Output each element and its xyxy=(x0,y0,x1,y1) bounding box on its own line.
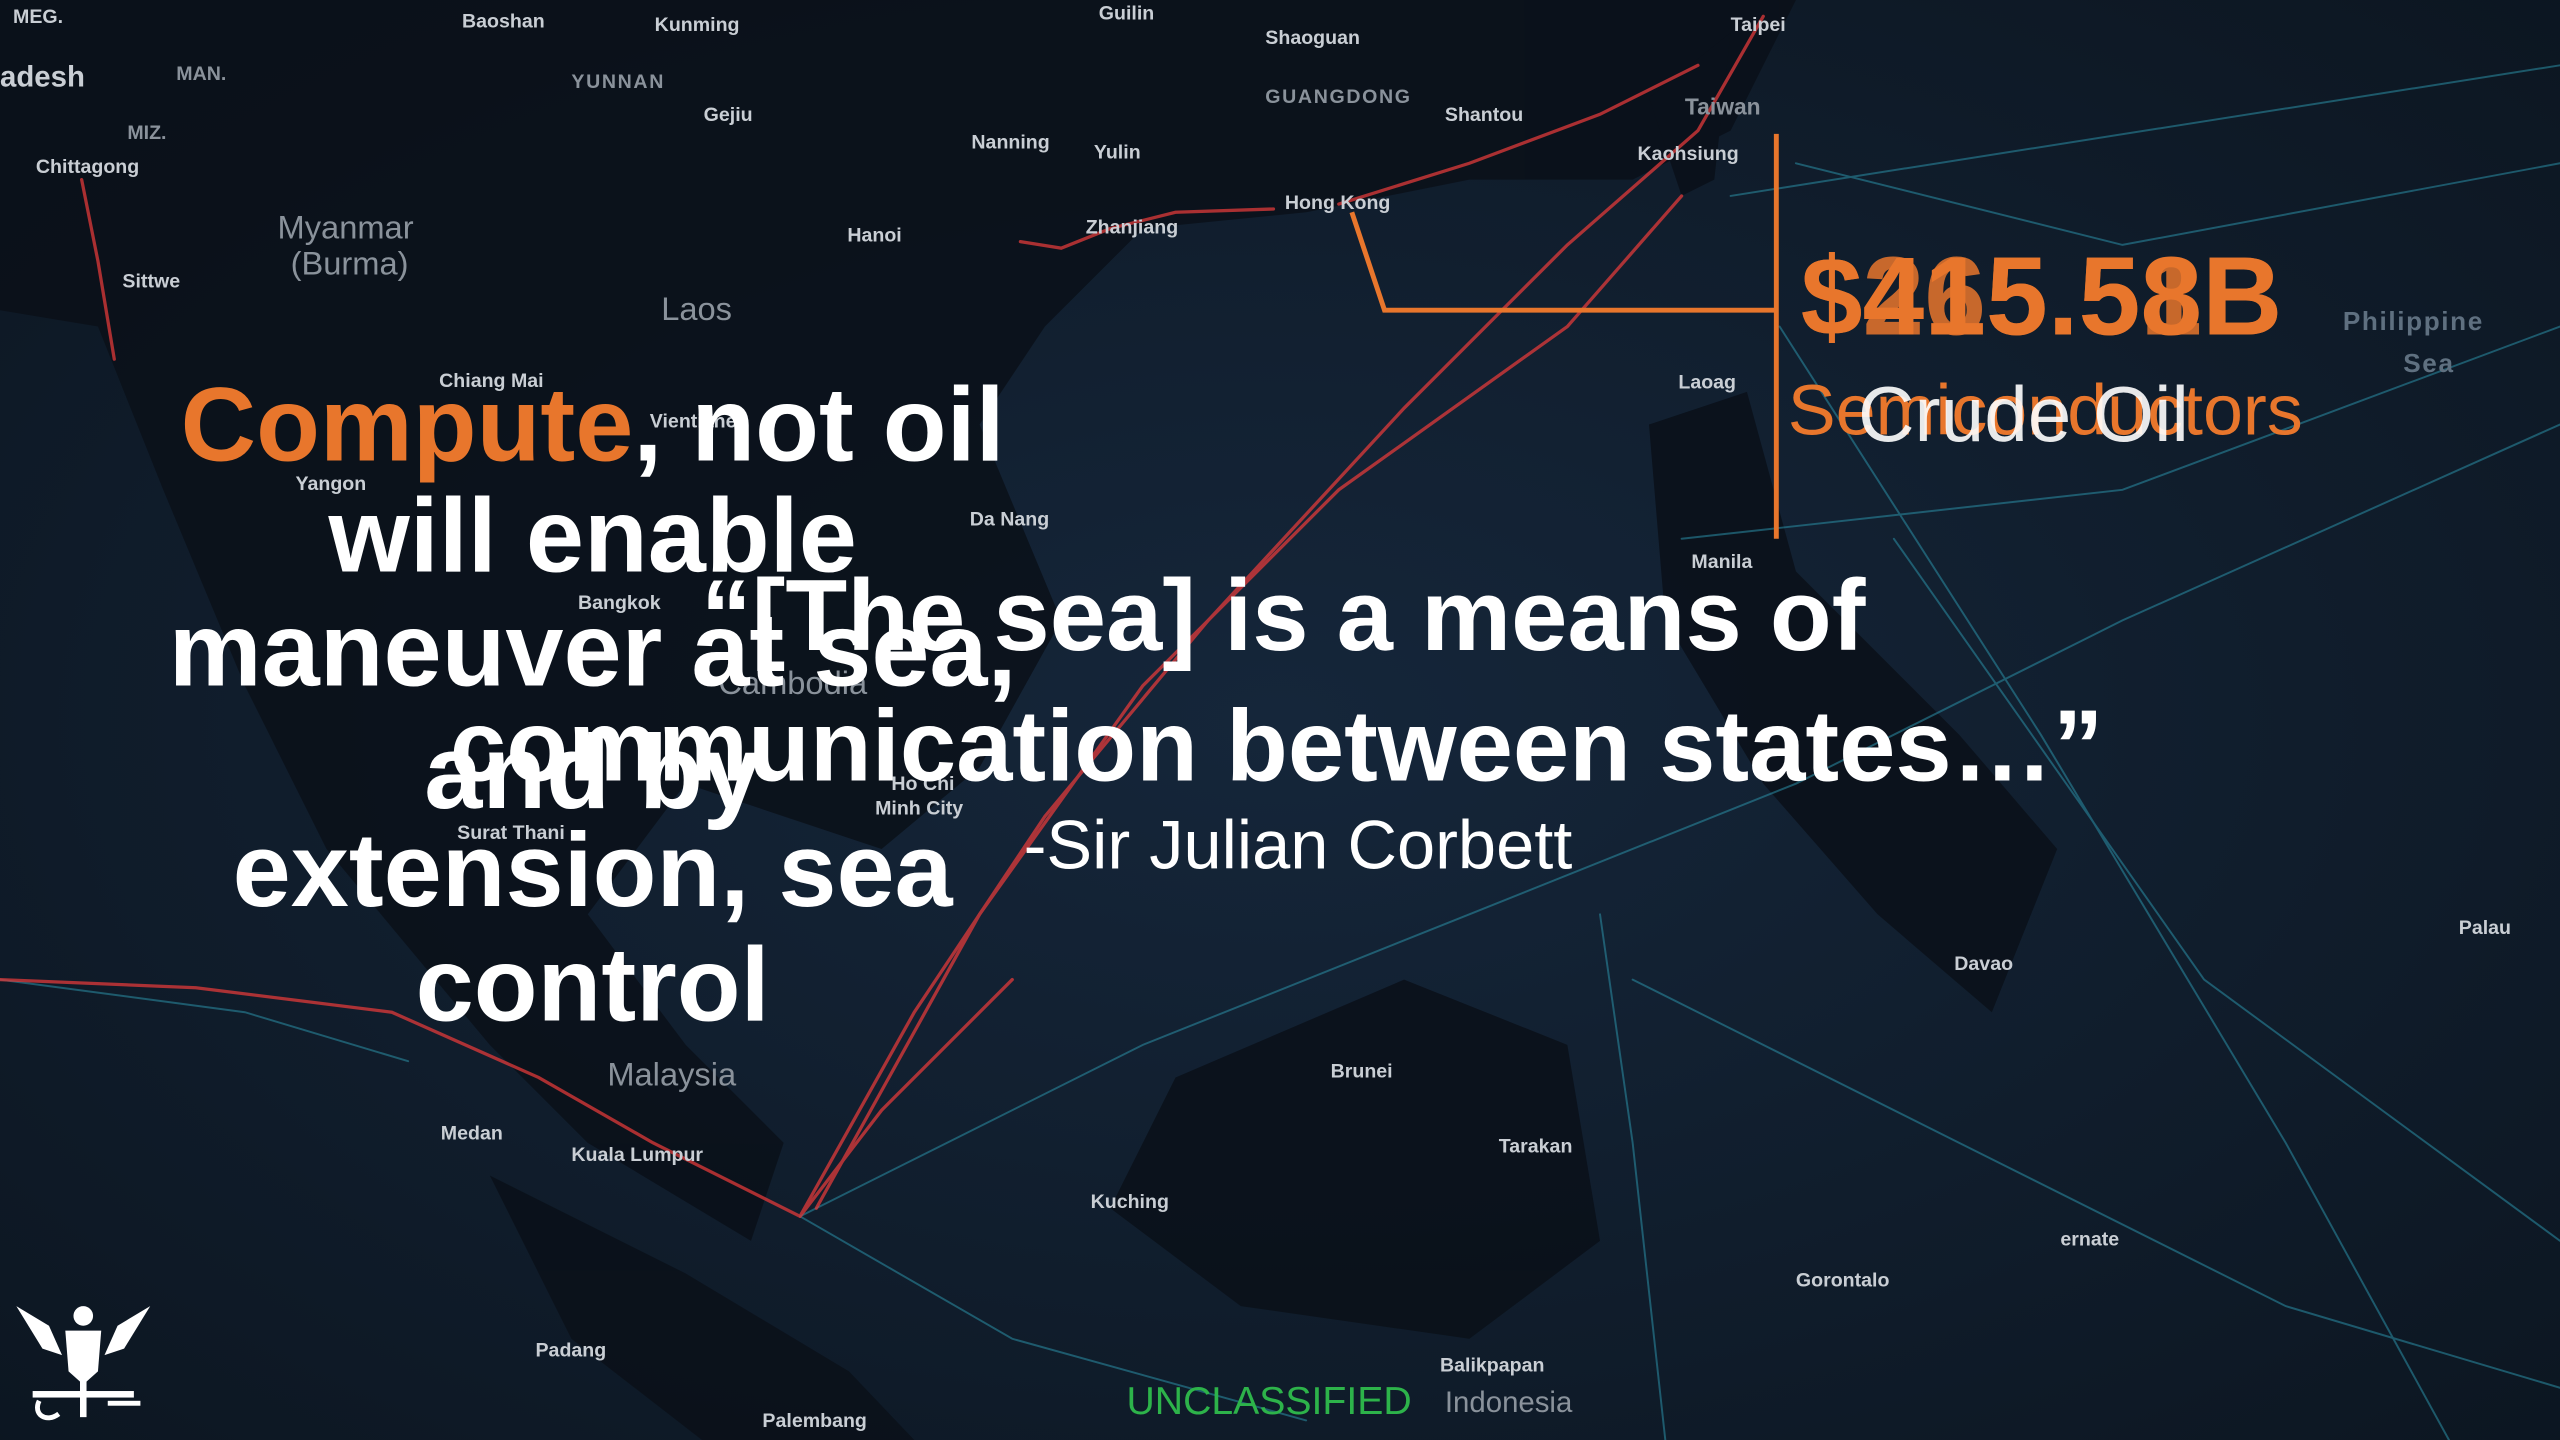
thesis-highlight: Compute xyxy=(181,366,634,483)
map-label: Kunming xyxy=(655,14,740,36)
map-label: Padang xyxy=(536,1340,607,1362)
map-label: (Burma) xyxy=(291,244,409,281)
map-label: Hanoi xyxy=(847,225,901,247)
map-label: Cambodia xyxy=(718,664,868,701)
map-label: Malaysia xyxy=(607,1056,737,1093)
map-label: Kuala Lumpur xyxy=(571,1144,703,1166)
quote-line: “[The sea] is a means of xyxy=(701,559,1866,672)
map-label: Sea xyxy=(2403,348,2454,378)
stat-value: $265.51B xyxy=(1801,234,2282,359)
map-label: Da Nang xyxy=(970,509,1049,531)
map-label: Vientiane xyxy=(650,411,737,433)
thesis-text: , not oil xyxy=(633,366,1004,483)
map-label: Ho Chi xyxy=(891,773,954,795)
thesis-line: and by xyxy=(424,714,761,831)
thesis-line: control xyxy=(416,926,770,1043)
map-label: Davao xyxy=(1954,953,2013,975)
thesis-line: maneuver at sea, xyxy=(169,592,1017,709)
map-label: Chiang Mai xyxy=(439,370,543,392)
map-label: Myanmar xyxy=(278,208,414,245)
map-label: MAN. xyxy=(176,63,226,85)
map-label: Sittwe xyxy=(122,270,180,292)
map-label: Yangon xyxy=(296,473,367,495)
map-label: Shaoguan xyxy=(1265,27,1360,49)
map-label: Brunei xyxy=(1331,1061,1393,1083)
map-label: Nanning xyxy=(971,132,1049,154)
map-label: Baoshan xyxy=(462,11,545,33)
land xyxy=(0,0,2057,1440)
stats: $265.51B $415.58B Semiconductors Crude O… xyxy=(1788,234,2303,458)
callout-connector xyxy=(1349,211,1777,313)
map-label: Laoag xyxy=(1678,372,1736,394)
quote-attribution: -Sir Julian Corbett xyxy=(1024,807,1573,884)
thesis-line: will enable xyxy=(327,477,856,594)
shipping-lanes xyxy=(0,14,2560,1440)
map-label: Surat Thani xyxy=(457,822,565,844)
thesis-line: Compute, not oil xyxy=(181,366,1005,483)
map-label: Tarakan xyxy=(1499,1136,1573,1158)
stat-label: Crude Oil xyxy=(1858,370,2189,458)
quote: “[The sea] is a means of communication b… xyxy=(450,559,2104,884)
quote-line: communication between states…” xyxy=(450,689,2104,802)
classification: UNCLASSIFIED xyxy=(1127,1380,1412,1423)
navy-emblem xyxy=(16,1306,151,1421)
map-label: ernate xyxy=(2060,1229,2119,1251)
map-label: Gorontalo xyxy=(1796,1270,1890,1292)
map-label: YUNNAN xyxy=(571,71,665,93)
map-label: Indonesia xyxy=(1445,1386,1573,1419)
stat-label: Semiconductors xyxy=(1788,370,2303,450)
map-label: Hong Kong xyxy=(1285,192,1390,214)
map-label: Guilin xyxy=(1099,3,1154,25)
thesis-line: extension, sea xyxy=(233,812,954,929)
map-label: Kaohsiung xyxy=(1638,143,1739,165)
map-label: Minh City xyxy=(875,798,963,820)
map-label: Chittagong xyxy=(36,156,139,178)
map-label: Gejiu xyxy=(704,104,753,126)
map-label: Medan xyxy=(441,1123,503,1145)
map-label: Balikpapan xyxy=(1440,1354,1544,1376)
map-label: Kuching xyxy=(1091,1191,1169,1213)
map-labels: MEG. Baoshan Kunming Guilin Shaoguan Tai… xyxy=(0,3,2511,1432)
thesis: Compute, not oil will enable maneuver at… xyxy=(169,366,1017,1043)
map-label: Philippine xyxy=(2343,306,2484,336)
map-label: MIZ. xyxy=(127,122,166,144)
map-label: Palau xyxy=(2459,917,2511,939)
map-label: GUANGDONG xyxy=(1265,86,1411,108)
map-label: Shantou xyxy=(1445,104,1523,126)
map-label: Taiwan xyxy=(1685,93,1761,119)
map-label: Laos xyxy=(661,290,732,327)
stat-value: $415.58B xyxy=(1801,234,2282,359)
callout-lines xyxy=(1349,133,1779,539)
map-label: Yulin xyxy=(1094,141,1141,163)
map-label: adesh xyxy=(0,61,85,94)
map-label: Taipei xyxy=(1731,14,1786,36)
map-label: Palembang xyxy=(762,1410,866,1432)
map-label: Manila xyxy=(1691,551,1753,573)
map-label: Zhanjiang xyxy=(1086,216,1178,238)
map-label: MEG. xyxy=(13,6,63,28)
map-label: Bangkok xyxy=(578,592,661,614)
